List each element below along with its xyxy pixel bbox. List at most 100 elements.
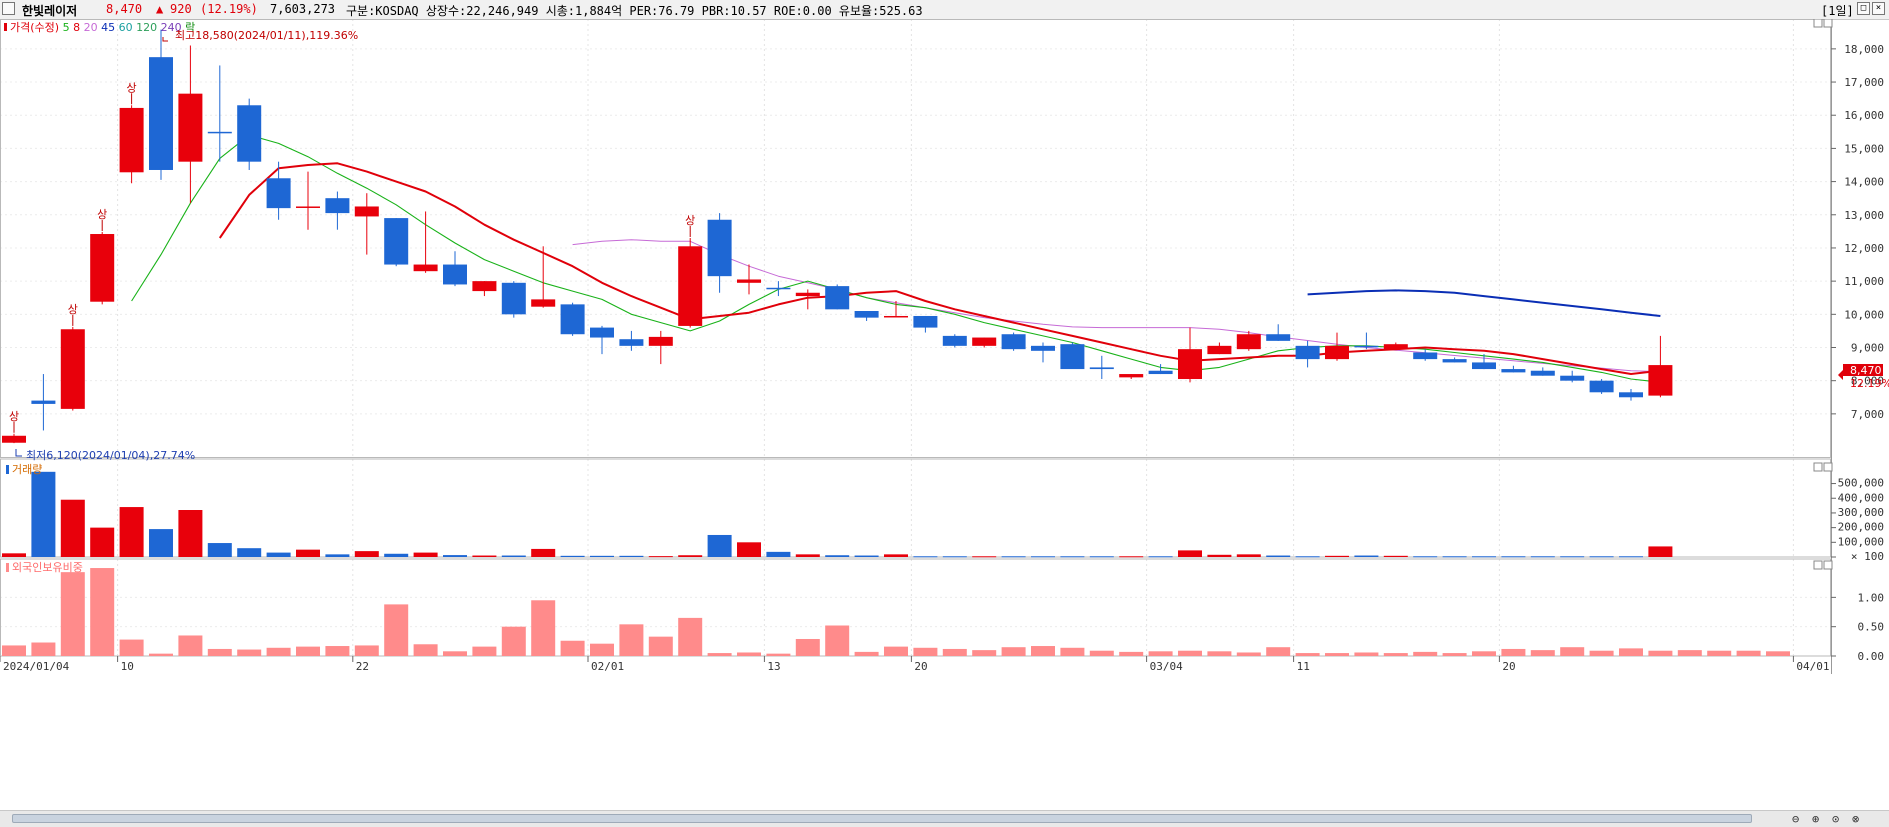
close-button[interactable]: ×: [1872, 2, 1885, 15]
date-label: 11: [1297, 660, 1310, 673]
ma20-line: [572, 239, 1661, 373]
candle-body: [1060, 344, 1085, 370]
low-annotation: 최저6,120(2024/01/04),27.74%: [15, 449, 195, 462]
volume-bar: [1236, 554, 1261, 557]
legend-item: 45: [98, 21, 116, 34]
date-label: 02/01: [591, 660, 624, 673]
price-tick-label: 14,000: [1844, 176, 1884, 189]
current-price-tag: 8,470 12.19%: [1838, 364, 1889, 390]
foreign-panel-title: 외국인보유비중: [12, 561, 83, 574]
candle-body: [942, 335, 967, 346]
candle-body: [1413, 352, 1438, 360]
foreign-bar: [1148, 651, 1173, 656]
price-tick-label: 10,000: [1844, 308, 1884, 321]
date-label: 04/01: [1796, 660, 1829, 673]
zoom-reset-icon[interactable]: ⊗: [1852, 812, 1860, 826]
foreign-bar: [1060, 647, 1085, 656]
candle-body: [1001, 334, 1026, 350]
foreign-ownership-bars: [2, 568, 1790, 656]
foreign-tick-label: 1.00: [1858, 591, 1885, 604]
limit-up-label: 상: [127, 81, 137, 94]
foreign-bar: [1178, 650, 1202, 656]
foreign-bar: [884, 646, 908, 656]
volume-tick-label: 200,000: [1838, 521, 1884, 534]
candle-body: [1178, 349, 1202, 380]
volume-bar: [1530, 556, 1555, 558]
foreign-bar: [1677, 650, 1702, 656]
volume-tick-label: × 100: [1851, 550, 1884, 563]
scroll-thumb[interactable]: [12, 814, 1752, 823]
grid-lines: [0, 19, 1830, 657]
foreign-bar: [90, 568, 115, 656]
volume-bar: [1413, 556, 1438, 558]
volume-bar: [501, 555, 526, 557]
foreign-bar: [560, 640, 585, 656]
price-tick-label: 11,000: [1844, 275, 1884, 288]
foreign-bar: [678, 617, 703, 656]
foreign-bar: [737, 652, 761, 656]
window-menu-icon[interactable]: [2, 2, 15, 15]
panel-frames: [0, 19, 1832, 674]
foreign-bar: [1501, 648, 1526, 656]
legend-item: 락: [182, 21, 196, 34]
current-price-tag-label: 8,470: [1850, 364, 1882, 377]
candle-body: [678, 246, 703, 326]
candle-body: [325, 198, 350, 214]
zoom-in-icon[interactable]: ⊕: [1812, 812, 1820, 826]
legend-item: 120: [133, 21, 158, 34]
volume-bar: [590, 555, 614, 557]
legend-items: 가격(수정) 5 8 20 45 60 120 240 락: [10, 21, 195, 34]
candle-body: [619, 339, 644, 346]
foreign-bar: [384, 604, 409, 656]
panel-buttons[interactable]: [1813, 19, 1833, 570]
foreign-bar: [1589, 650, 1614, 656]
volume-bar: [1001, 556, 1026, 558]
foreign-bar: [1442, 653, 1467, 656]
horizontal-scrollbar[interactable]: ⊖ ⊕ ⊙ ⊗: [0, 810, 1889, 827]
zoom-out-icon[interactable]: ⊖: [1792, 812, 1800, 826]
volume-bar: [472, 555, 497, 557]
zoom-fit-icon[interactable]: ⊙: [1832, 812, 1840, 826]
candle-body: [1295, 345, 1320, 360]
foreign-bar: [795, 638, 820, 656]
volume-bar: [1295, 556, 1320, 558]
volume-bar: [619, 555, 644, 557]
low-label: 최저6,120(2024/01/04),27.74%: [26, 449, 195, 462]
foreign-bar: [1031, 646, 1055, 656]
maximize-button[interactable]: □: [1857, 2, 1870, 15]
foreign-bar: [854, 651, 879, 656]
volume-bar: [560, 555, 585, 557]
legend-item: 240: [157, 21, 182, 34]
price-change-pct: (12.19%): [200, 2, 258, 16]
volume-bar: [707, 534, 732, 557]
high-label: 최고18,580(2024/01/11),119.36%: [175, 29, 358, 42]
legend-item: 20: [80, 21, 98, 34]
price-tick-label: 8,000: [1851, 375, 1884, 388]
candle-body: [472, 281, 497, 292]
volume-bar: [884, 554, 908, 557]
price-tick-label: 12,000: [1844, 242, 1884, 255]
volume-panel-frame: [0, 458, 1831, 558]
date-label: 10: [121, 660, 134, 673]
foreign-bar: [619, 624, 644, 656]
volume-bar: [31, 471, 56, 557]
foreign-bar: [237, 649, 262, 656]
foreign-bar: [1619, 648, 1643, 656]
ma8-line: [218, 162, 1661, 375]
volume-bar: [1178, 550, 1202, 557]
volume-bar: [1354, 555, 1379, 557]
volume-bar: [854, 555, 879, 557]
foreign-bar: [1413, 651, 1438, 656]
limit-up-label: 상: [97, 208, 107, 221]
candle-body: [90, 234, 115, 302]
volume-bar: [1589, 556, 1614, 558]
volume-bar: [972, 556, 997, 558]
foreign-bar: [501, 626, 526, 656]
candle-body: [737, 279, 761, 283]
volume-bar: [119, 507, 144, 557]
foreign-tick-label: 0.50: [1858, 621, 1885, 634]
period-selector[interactable]: [1일]: [1821, 4, 1854, 18]
legend-item: 가격(수정): [10, 21, 59, 34]
price-tick-label: 13,000: [1844, 209, 1884, 222]
